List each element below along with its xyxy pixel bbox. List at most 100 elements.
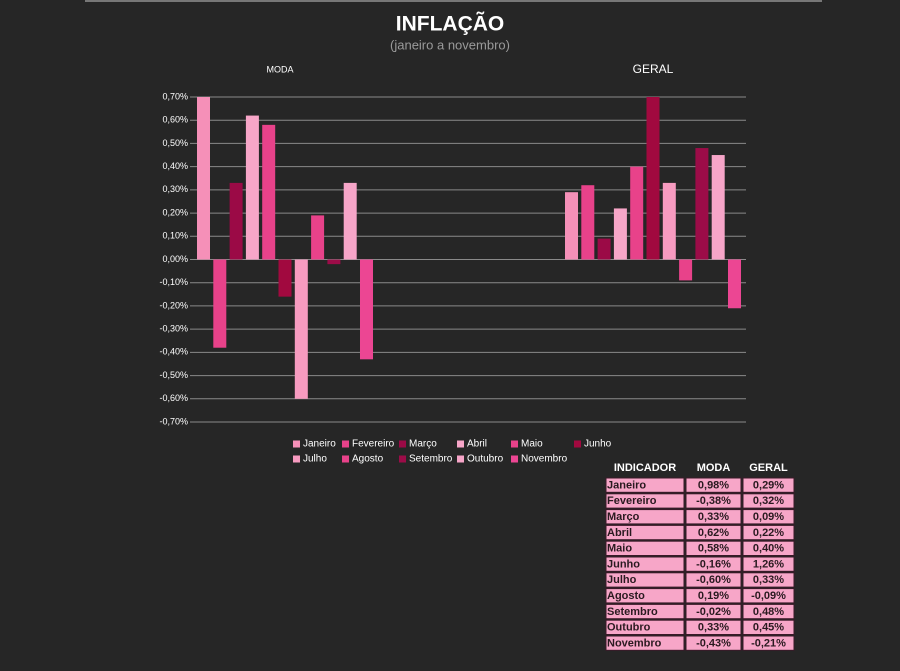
legend-swatch xyxy=(511,455,518,463)
table-cell xyxy=(685,635,742,651)
table-cell xyxy=(605,509,685,525)
legend-swatch xyxy=(399,440,406,448)
table-cell-text: Março xyxy=(607,511,640,523)
legend-swatch xyxy=(399,455,406,463)
bar xyxy=(197,97,210,260)
table-cell xyxy=(685,477,742,493)
table-cell xyxy=(605,619,685,636)
table-cell-text: 0,40% xyxy=(753,543,784,555)
bar xyxy=(294,259,308,399)
legend-label: Abril xyxy=(467,439,487,450)
bars xyxy=(197,97,741,399)
table-cell xyxy=(605,572,685,588)
table-cell xyxy=(605,493,685,509)
table-cell xyxy=(742,603,795,620)
table-cell xyxy=(742,572,795,588)
legend-label: Fevereiro xyxy=(352,439,395,450)
table-cell-text: 0,33% xyxy=(698,511,729,523)
y-tick-label: 0,10% xyxy=(162,231,188,241)
table-cell xyxy=(605,477,685,493)
bar xyxy=(646,97,660,260)
table-cell xyxy=(742,509,795,525)
table-cell xyxy=(605,588,685,604)
table-cell-text: 0,45% xyxy=(753,622,784,634)
table-cell-text: Outubro xyxy=(607,622,651,634)
legend-label: Março xyxy=(409,439,437,450)
legend-label: Julho xyxy=(303,454,327,465)
table-cell-text: -0,38% xyxy=(696,495,731,507)
table-cell-text: Setembro xyxy=(607,606,658,618)
bar xyxy=(695,148,709,260)
table-cell-text: 0,48% xyxy=(753,606,784,618)
table-cell-text: Agosto xyxy=(607,590,645,602)
table-cell xyxy=(742,619,795,636)
table-cell xyxy=(685,603,742,620)
table-cell xyxy=(742,540,795,557)
table-cell-text: Maio xyxy=(607,543,632,555)
chart-title: INFLAÇÃO xyxy=(396,13,505,36)
y-tick-label: 0,50% xyxy=(162,138,188,148)
bar xyxy=(581,185,595,260)
table-cell-text: Abril xyxy=(607,527,632,539)
legend-label: Novembro xyxy=(521,454,568,465)
table-cell-text: -0,02% xyxy=(696,606,731,618)
table-cell xyxy=(605,524,685,541)
y-tick-label: 0,00% xyxy=(162,254,188,264)
legend-swatch xyxy=(457,440,464,448)
table-cell xyxy=(685,619,742,636)
y-tick-label: -0,50% xyxy=(159,370,188,380)
table-cell-text: 0,09% xyxy=(753,511,784,523)
legend-label: Agosto xyxy=(352,454,384,465)
category-label: MODA xyxy=(267,64,294,74)
legend-swatch xyxy=(574,440,581,448)
bar xyxy=(213,259,227,348)
legend-swatch xyxy=(293,455,300,463)
table-cell-text: Janeiro xyxy=(607,479,646,491)
bar xyxy=(728,259,741,309)
y-tick-label: -0,20% xyxy=(159,300,188,310)
table-cell xyxy=(605,635,685,651)
table-cell xyxy=(742,493,795,509)
table-cell xyxy=(685,540,742,557)
bar xyxy=(679,259,693,281)
table-header: GERAL xyxy=(749,462,788,474)
y-tick-label: 0,20% xyxy=(162,207,188,217)
y-tick-label: 0,60% xyxy=(162,115,188,125)
legend-swatch xyxy=(342,455,349,463)
y-tick-label: 0,70% xyxy=(162,91,188,101)
bar xyxy=(613,208,627,260)
y-tick-label: -0,10% xyxy=(159,277,188,287)
table-cell-text: 0,22% xyxy=(753,527,784,539)
chart-subtitle: (janeiro a novembro) xyxy=(390,37,510,52)
table-cell xyxy=(742,524,795,541)
bar xyxy=(311,215,325,260)
table-cell xyxy=(685,524,742,541)
y-tick-label: -0,70% xyxy=(159,416,188,426)
table-cell-text: 0,33% xyxy=(698,622,729,634)
table-cell-text: -0,21% xyxy=(751,637,786,649)
table-cell-text: Novembro xyxy=(607,637,662,649)
table-cell xyxy=(685,493,742,509)
y-tick-label: 0,40% xyxy=(162,161,188,171)
table-cell-text: Junho xyxy=(607,558,640,570)
table-cell-text: 0,33% xyxy=(753,574,784,586)
table-cell-text: -0,43% xyxy=(696,637,731,649)
table-cell xyxy=(685,588,742,604)
bar xyxy=(278,259,292,297)
legend-label: Maio xyxy=(521,439,543,450)
bar xyxy=(229,182,243,260)
table-cell xyxy=(685,556,742,572)
y-tick-label: -0,30% xyxy=(159,324,188,334)
table-cell-text: Julho xyxy=(607,574,637,586)
legend-swatch xyxy=(457,455,464,463)
table-cell xyxy=(605,603,685,620)
legend-swatch xyxy=(511,440,518,448)
bar xyxy=(630,166,644,260)
legend-label: Setembro xyxy=(409,454,453,465)
bar xyxy=(565,192,578,260)
bar xyxy=(327,259,341,265)
table-cell-text: 0,32% xyxy=(753,495,784,507)
legend-swatch xyxy=(293,440,300,448)
bar xyxy=(597,238,611,260)
table-cell-text: 0,98% xyxy=(698,479,729,491)
